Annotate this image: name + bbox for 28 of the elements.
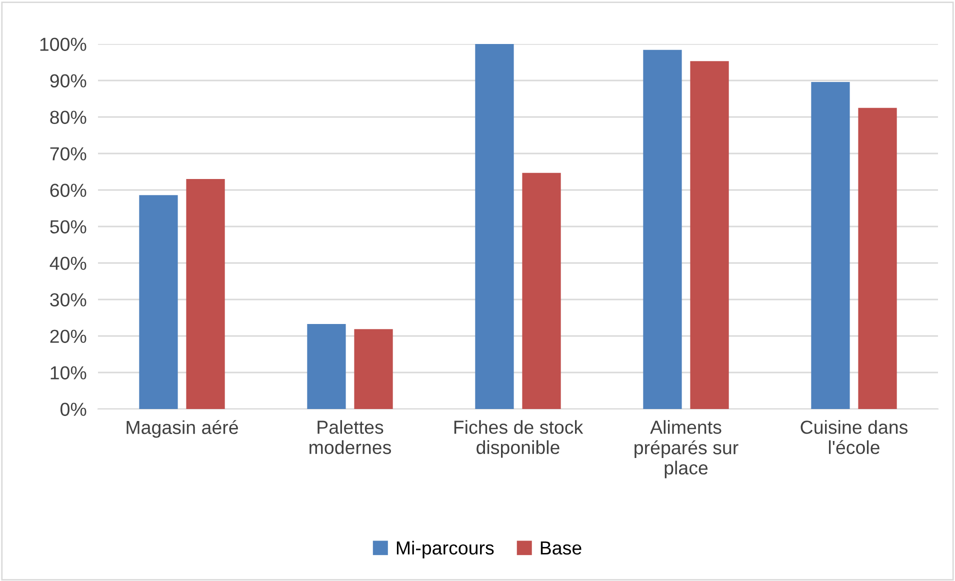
y-tick-label: 100%: [40, 38, 86, 51]
y-tick-label: 80%: [50, 110, 86, 124]
x-tick-label: Aliments préparés sur place: [634, 420, 738, 478]
x-tick-label: Palettes modernes: [310, 420, 392, 454]
legend-label: Base: [540, 542, 582, 555]
bar: [475, 44, 514, 409]
x-tick-label: Cuisine dans l'école: [800, 420, 908, 454]
y-tick-label: 70%: [50, 147, 86, 160]
bar: [307, 324, 346, 409]
y-tick-label: 90%: [50, 74, 86, 88]
y-tick-label: 30%: [50, 293, 86, 306]
y-tick-label: 20%: [50, 330, 86, 343]
bar: [186, 179, 225, 409]
bar: [643, 50, 682, 409]
bar: [690, 61, 729, 409]
legend-label: Mi-parcours: [396, 540, 494, 558]
bar: [522, 172, 561, 409]
bar: [811, 82, 850, 409]
y-tick-label: 10%: [50, 366, 86, 380]
y-tick-label: 50%: [50, 220, 86, 234]
y-tick-label: 60%: [50, 184, 86, 197]
bar: [139, 195, 178, 409]
y-tick-label: 0%: [60, 402, 86, 416]
y-tick-label: 40%: [50, 256, 86, 270]
x-tick-label: Fiches de stock disponible: [454, 420, 584, 458]
x-tick-label: Magasin aéré: [126, 420, 238, 438]
bar: [858, 108, 897, 409]
bar: [354, 329, 393, 409]
